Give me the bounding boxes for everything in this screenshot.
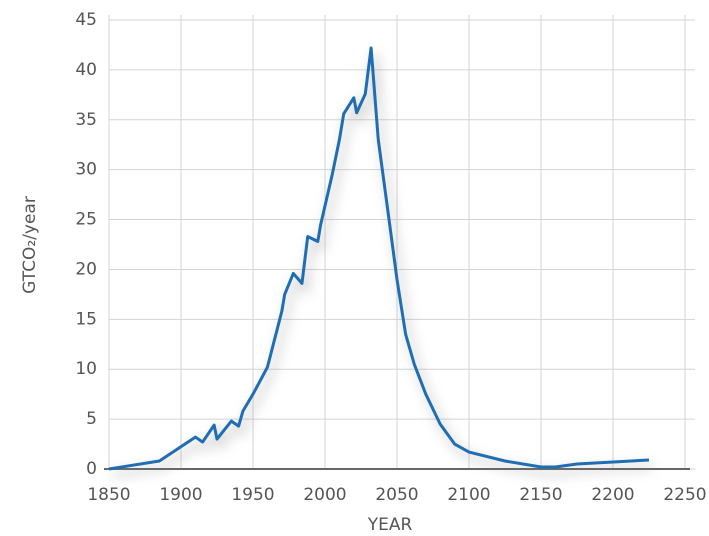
x-axis-label: YEAR bbox=[367, 515, 413, 535]
x-tick-label: 2050 bbox=[375, 485, 418, 505]
y-tick-label: 45 bbox=[75, 10, 97, 30]
y-tick-label: 40 bbox=[75, 60, 97, 80]
y-tick-label: 0 bbox=[86, 459, 97, 479]
y-tick-label: 15 bbox=[75, 309, 97, 329]
x-tick-label: 1950 bbox=[231, 485, 274, 505]
y-tick-label: 20 bbox=[75, 259, 97, 279]
data-line bbox=[108, 46, 650, 471]
line-shadow bbox=[112, 53, 654, 478]
x-tick-label: 1900 bbox=[159, 485, 202, 505]
x-tick-label: 2150 bbox=[519, 485, 562, 505]
x-tick-label: 2250 bbox=[663, 485, 706, 505]
y-tick-label: 30 bbox=[75, 160, 97, 180]
y-tick-label: 35 bbox=[75, 110, 97, 130]
y-tick-label: 5 bbox=[86, 409, 97, 429]
y-tick-label: 25 bbox=[75, 210, 97, 230]
y-tick-label: 10 bbox=[75, 359, 97, 379]
x-tick-label: 1850 bbox=[87, 485, 130, 505]
x-tick-label: 2000 bbox=[303, 485, 346, 505]
y-axis-label: GTCO₂/year bbox=[20, 196, 40, 294]
x-tick-label: 2100 bbox=[447, 485, 490, 505]
x-tick-label: 2200 bbox=[591, 485, 634, 505]
